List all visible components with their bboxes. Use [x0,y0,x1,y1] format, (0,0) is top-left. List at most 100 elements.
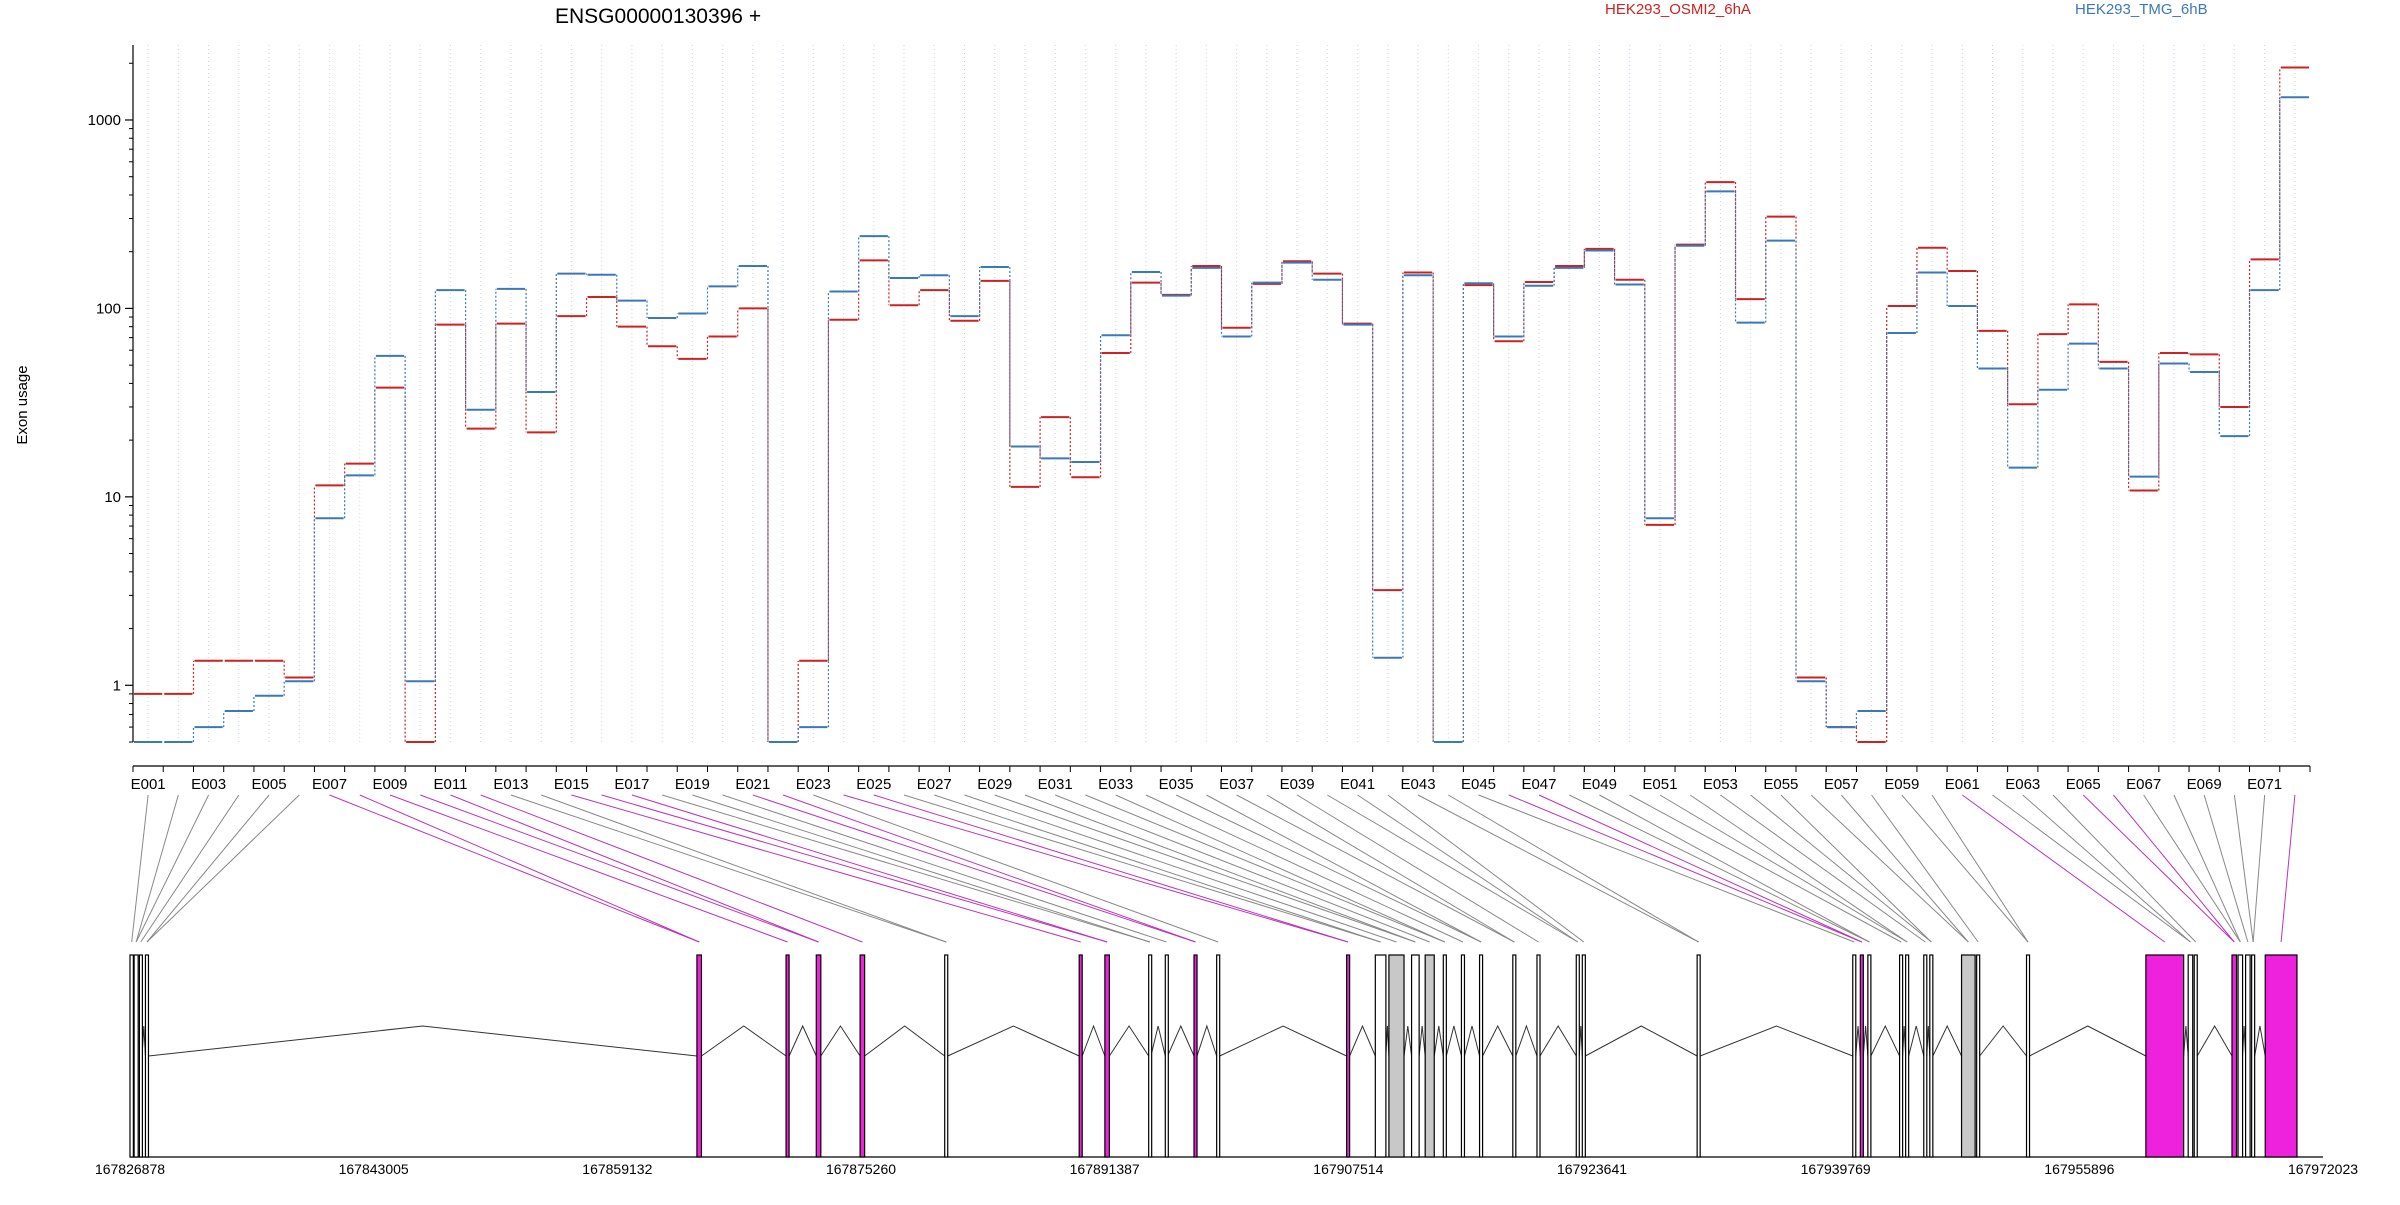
series-b [134,96,2309,743]
x-tick-label-e031: E031 [1038,776,1073,793]
x-tick-label-e007: E007 [312,776,347,793]
x-tick-label-e021: E021 [735,776,770,793]
x-tick-label-e059: E059 [1884,776,1919,793]
intron-4 [148,1025,697,1057]
connector-e030 [1024,794,1416,943]
connector-e059 [1901,794,2029,943]
intron-29 [1855,1025,1861,1057]
connector-e045 [1478,794,1855,943]
gene-exon-17 [1374,954,1387,1158]
gene-exon-26 [1575,954,1580,1158]
connector-e019 [692,794,1150,943]
intron-27 [1585,1025,1698,1057]
gene-exon-45 [2251,954,2256,1158]
gene-exon-31 [1867,954,1872,1158]
x-tick-label-e053: E053 [1703,776,1738,793]
y-tick-label-10: 10 [104,489,121,506]
coordinate-label-167923641: 167923641 [1557,1161,1627,1177]
x-tick-label-e055: E055 [1763,776,1798,793]
intron-18 [1403,1025,1413,1057]
y-axis-label: Exon usage [14,365,31,444]
coordinate-label-167843005: 167843005 [339,1161,409,1177]
coordinate-label-167939769: 167939769 [1801,1161,1871,1177]
x-tick-label-e029: E029 [977,776,1012,793]
intron-19 [1418,1025,1426,1057]
connector-e060 [1931,794,2029,943]
intron-11 [1108,1025,1150,1057]
intron-31 [1870,1024,1901,1057]
gene-exon-2 [133,954,139,1158]
gene-exon-43 [2237,954,2244,1158]
intron-6 [788,1024,817,1057]
gene-exon-37 [1976,954,1981,1158]
x-tick-label-e057: E057 [1824,776,1859,793]
connector-e047 [1538,794,1863,943]
intron-25 [1539,1025,1577,1057]
x-tick-label-e037: E037 [1219,776,1254,793]
gene-exon-40 [2187,954,2194,1158]
gene-exon-20 [1424,954,1435,1158]
intron-39 [2183,1025,2189,1057]
series-lines [134,66,2309,743]
intron-37 [1979,1025,2027,1057]
gene-exon-35 [1929,954,1934,1158]
gene-exon-3 [138,954,143,1158]
connector-e065 [2082,794,2235,943]
x-tick-label-e005: E005 [252,776,287,793]
intron-13 [1167,1024,1195,1057]
connector-e067 [2143,794,2241,943]
intron-7 [820,1025,861,1057]
connector-e034 [1145,794,1464,943]
gene-exon-29 [1852,954,1857,1158]
connector-e050 [1629,794,1902,943]
connector-e008 [359,794,700,943]
x-tick-label-e041: E041 [1340,776,1375,793]
connector-e061 [1961,794,2166,943]
connector-e028 [964,794,1397,943]
gene-exon-5 [696,954,703,1158]
connector-e041 [1357,794,1579,943]
connector-e049 [1599,794,1870,943]
connector-e016 [601,794,1108,943]
coordinate-label-167859132: 167859132 [582,1161,652,1177]
intron-30 [1862,1025,1869,1057]
connector-e058 [1871,794,1979,943]
intron-35 [1932,1024,1962,1057]
intron-8 [864,1025,946,1057]
exon-connectors [131,794,2296,943]
connector-e068 [2173,794,2241,943]
connector-e004 [140,794,240,943]
connector-e010 [420,794,819,943]
connector-e056 [1810,794,1969,943]
connector-e069 [2203,794,2249,943]
x-tick-label-e011: E011 [434,776,468,793]
connector-e044 [1448,794,1699,943]
intron-45 [2254,1025,2266,1057]
gene-exon-23 [1478,954,1484,1158]
y-tick-label-100: 100 [96,300,121,317]
gene-exon-33 [1905,954,1910,1158]
connector-e007 [329,794,700,943]
gene-exon-41 [2193,954,2198,1158]
x-tick-label-e027: E027 [917,776,952,793]
connector-e002 [135,794,179,943]
connector-e012 [480,794,863,943]
gene-exon-25 [1536,954,1541,1158]
connector-e040 [1327,794,1579,943]
connector-e025 [873,794,1349,943]
intron-38 [2029,1025,2147,1057]
intron-23 [1482,1024,1514,1057]
connector-e011 [450,794,819,943]
connector-e039 [1296,794,1539,943]
grid-lines [147,45,2296,742]
connector-e013 [510,794,947,943]
gene-exon-11 [1104,954,1110,1158]
coordinate-label-167955896: 167955896 [2044,1161,2114,1177]
x-tick-label-e063: E063 [2005,776,2040,793]
x-tick-label-e061: E061 [1945,776,1980,793]
gene-exon-14 [1193,954,1198,1158]
connector-e037 [1236,794,1515,943]
intron-28 [1699,1025,1853,1057]
intron-10 [1081,1024,1106,1057]
